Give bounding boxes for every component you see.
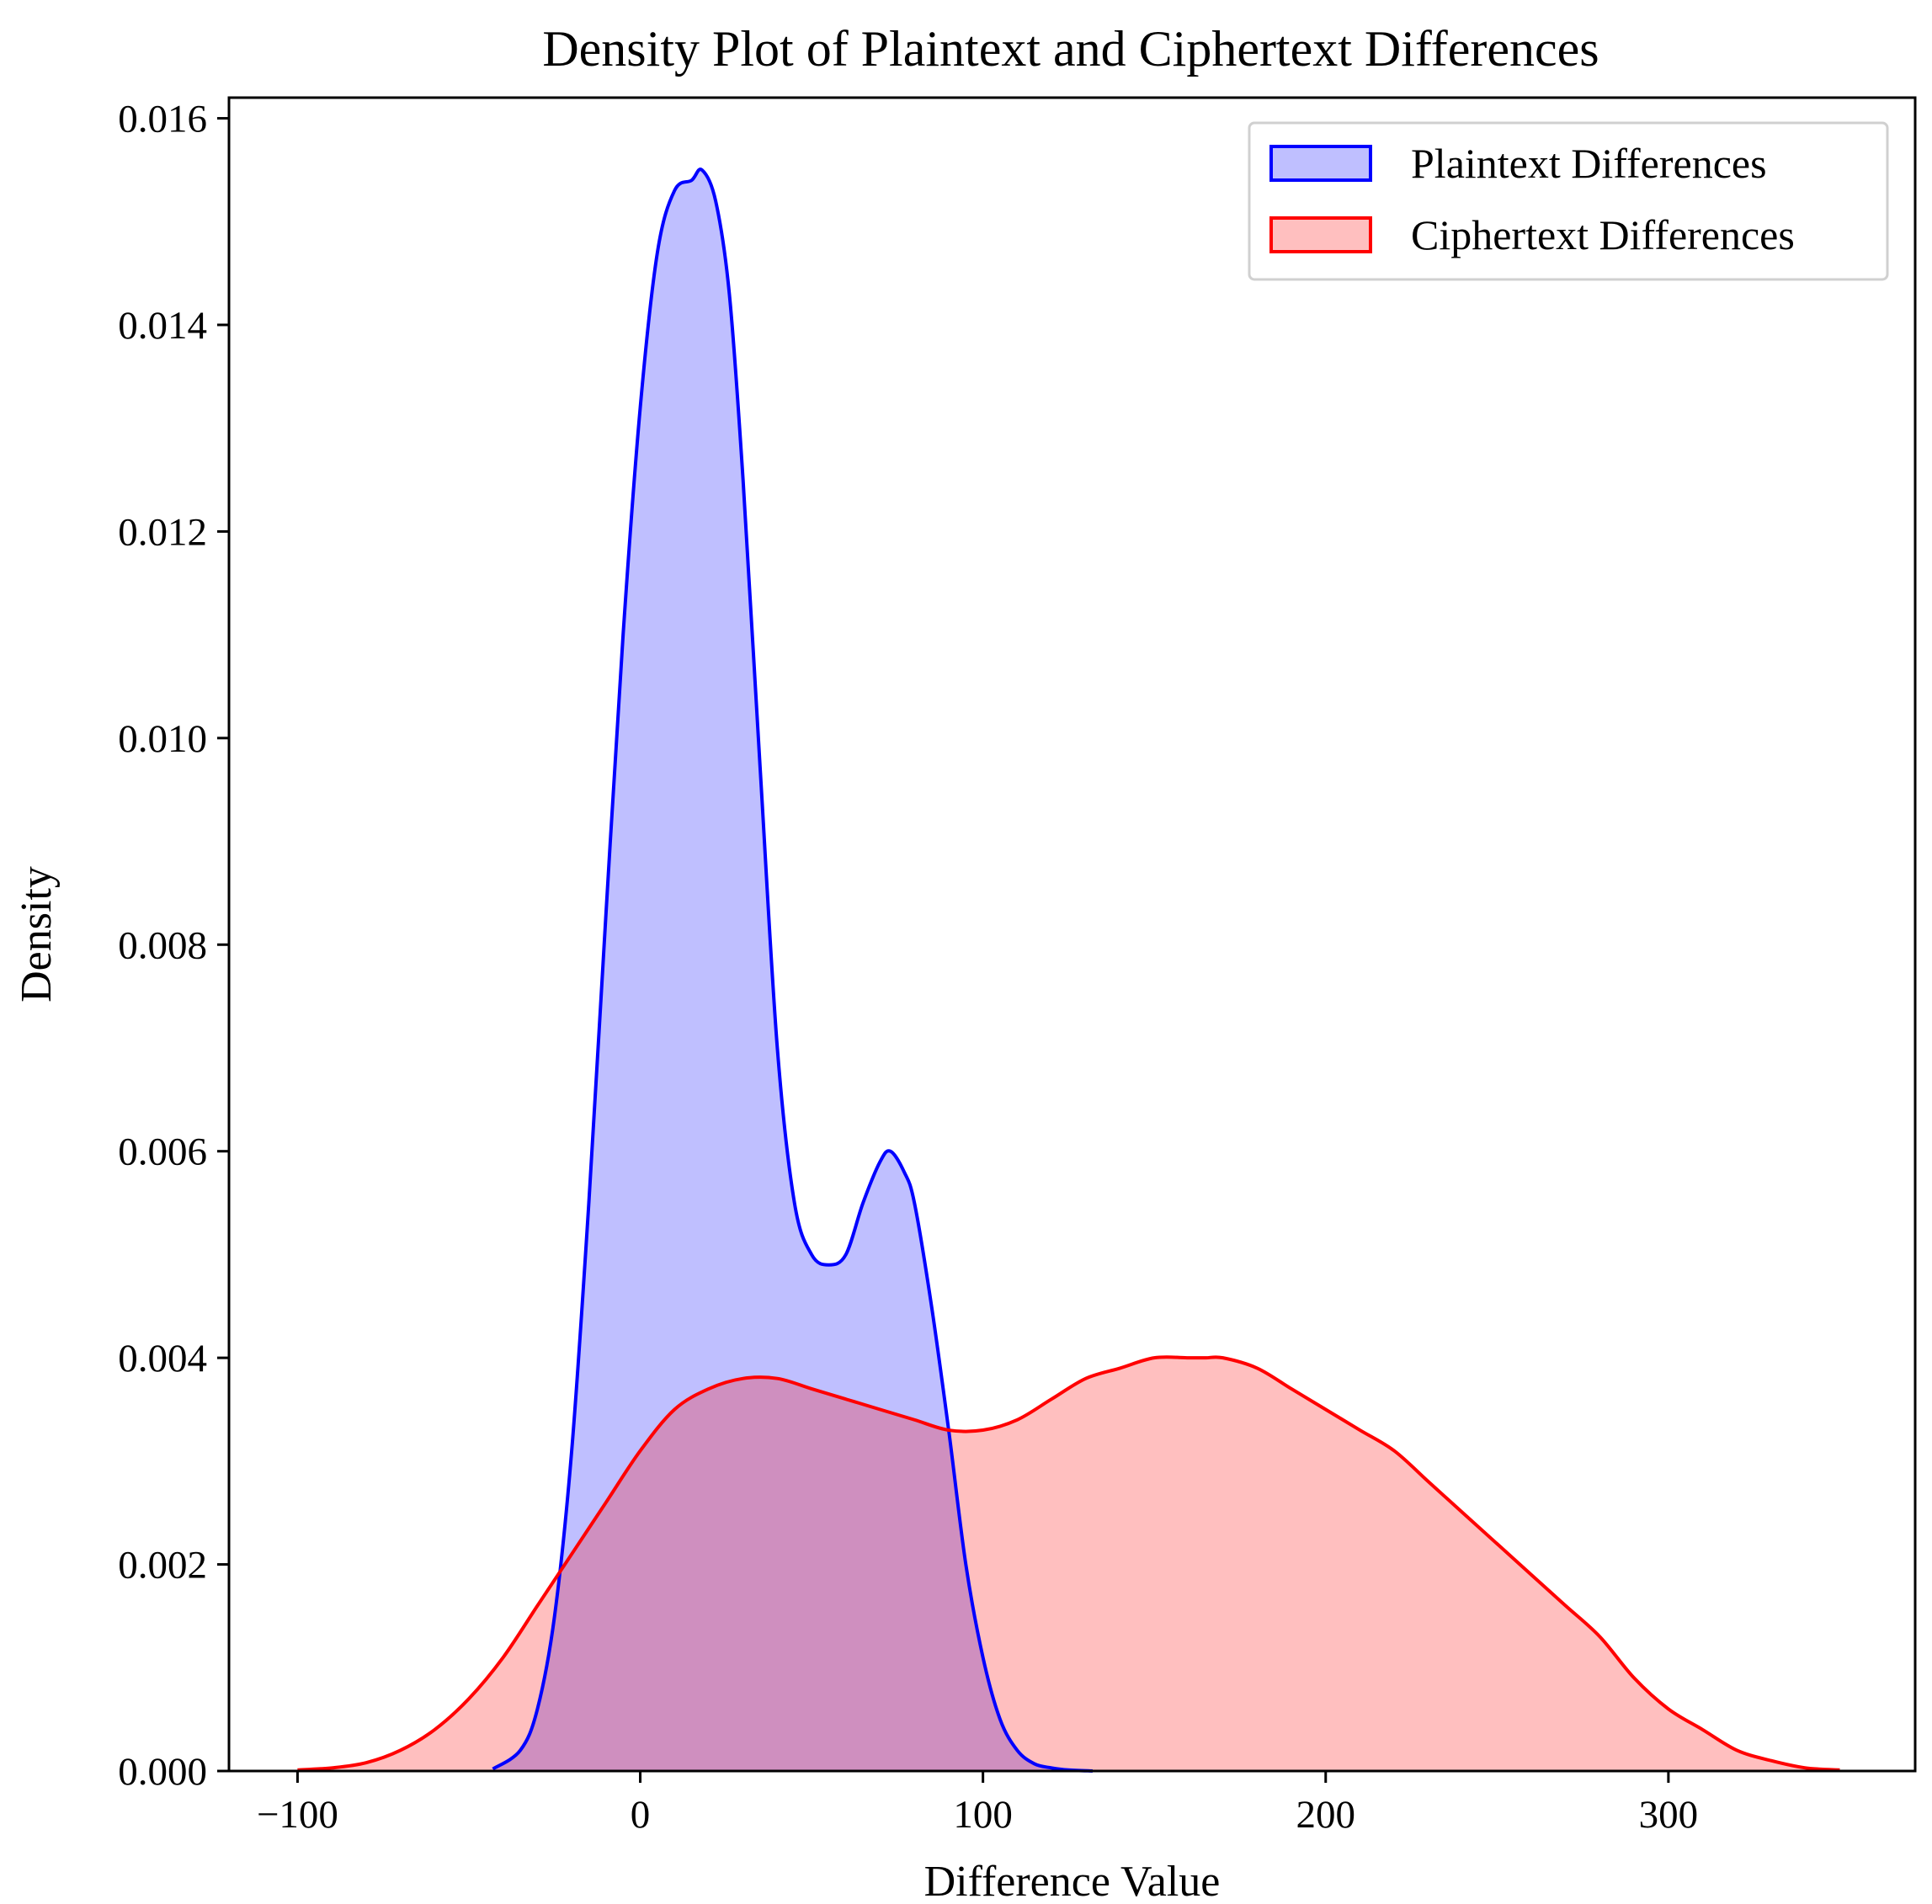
y-tick-label: 0.002 [118,1544,207,1588]
plaintext-differences-legend-label: Plaintext Differences [1411,140,1767,187]
legend: Plaintext Differences Ciphertext Differen… [1248,121,1889,281]
plot-frame [227,96,1917,1773]
x-tick-label: 200 [1296,1793,1356,1837]
ciphertext-differences-line [297,1355,1840,1772]
plaintext-differences-legend-swatch [1269,145,1372,182]
legend-box [1248,121,1889,281]
y-axis-label: Density [13,866,61,1003]
y-axis: 0.000 0.002 0.004 0.006 0.008 0.010 0.012 0.014… [118,98,229,1794]
y-tick-label: 0.016 [118,98,207,141]
y-tick-label: 0.000 [118,1750,207,1794]
x-tick-label: 300 [1639,1793,1699,1837]
x-tick-label: −100 [257,1793,338,1837]
ciphertext-differences-legend-swatch [1269,216,1372,253]
x-tick-label: 0 [631,1793,651,1837]
x-axis-label: Difference Value [924,1858,1221,1904]
y-tick-label: 0.014 [118,304,207,348]
y-tick-label: 0.008 [118,923,207,967]
plaintext-differences-area [492,169,1093,1772]
y-tick-label: 0.012 [118,510,207,554]
chart-title: Density Plot of Plaintext and Ciphertext… [542,21,1599,77]
plaintext-differences-line [492,168,1094,1773]
plot-area [297,168,1840,1773]
y-tick-label: 0.006 [118,1130,207,1174]
y-tick-label: 0.010 [118,717,207,761]
y-tick-label: 0.004 [118,1337,207,1380]
x-axis: −100 0 100 200 300 [257,1771,1698,1837]
ciphertext-differences-area [297,1357,1840,1771]
ciphertext-differences-legend-label: Ciphertext Differences [1411,211,1795,258]
x-tick-label: 100 [953,1793,1013,1837]
